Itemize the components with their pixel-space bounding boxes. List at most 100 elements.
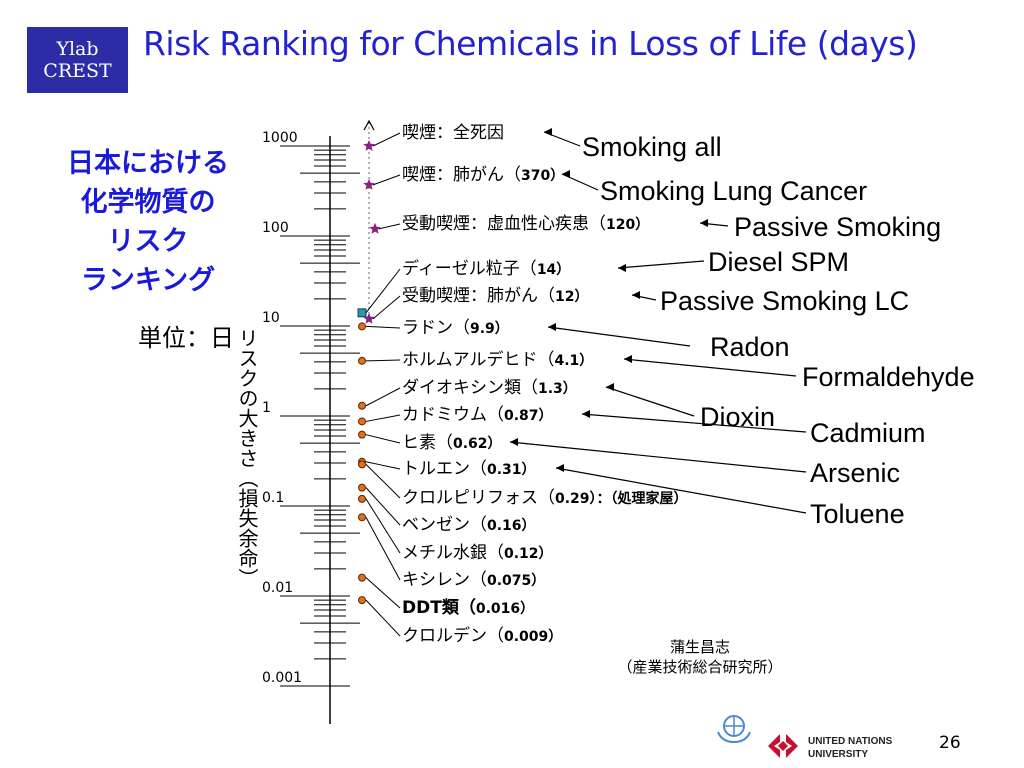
category-label: ホルムアルデヒド（4.1） xyxy=(402,349,593,370)
jp-heading-line: 日本における xyxy=(67,148,229,179)
category-value: 4.1） xyxy=(555,353,594,369)
category-value: 0.075） xyxy=(487,573,545,589)
label-leader xyxy=(365,577,401,609)
category-name: カドミウム（ xyxy=(402,405,504,425)
unu-wordmark: UNITED NATIONS UNIVERSITY xyxy=(808,735,892,761)
dot-marker xyxy=(358,430,366,439)
category-name: ヒ素（ xyxy=(402,433,453,453)
category-value: 0.29）：（処理家屋） xyxy=(555,490,688,507)
arrowhead-icon xyxy=(544,128,552,136)
category-name: 喫煙：全死因 xyxy=(402,123,504,143)
english-label: Passive Smoking xyxy=(734,212,941,242)
page-number: 26 xyxy=(939,733,961,753)
category-label: クロルデン（0.009） xyxy=(402,625,562,646)
category-value: 0.016） xyxy=(476,601,534,617)
category-value: 370） xyxy=(521,168,564,184)
label-leader xyxy=(365,359,401,362)
english-label: Arsenic xyxy=(810,458,900,488)
category-label: クロルピリフォス（0.29）：（処理家屋） xyxy=(402,488,688,508)
arrowhead-icon xyxy=(632,291,640,299)
english-arrow xyxy=(555,467,807,514)
label-leader xyxy=(365,461,401,470)
english-label: Passive Smoking LC xyxy=(660,286,909,316)
unit-label: 単位：日 xyxy=(138,324,234,352)
tick-label: 1 xyxy=(262,400,271,416)
dot-marker xyxy=(358,356,366,365)
category-label: 喫煙：全死因 xyxy=(402,123,504,143)
category-name: ホルムアルデヒド（ xyxy=(402,349,555,370)
category-label: カドミウム（0.87） xyxy=(402,405,553,425)
arrowhead-icon xyxy=(624,355,632,363)
category-value: 14） xyxy=(537,262,570,278)
english-arrow xyxy=(509,441,807,473)
category-name: キシレン（ xyxy=(402,570,487,590)
dot-marker xyxy=(358,417,366,426)
label-leader xyxy=(372,174,401,186)
unu-logo-icon xyxy=(768,734,798,758)
label-leader xyxy=(365,517,401,581)
label-leader xyxy=(365,599,401,637)
category-name: 受動喫煙：肺がん（ xyxy=(402,286,555,306)
category-value: 9.9） xyxy=(470,321,509,337)
category-label: DDT類（0.016） xyxy=(402,597,534,618)
square-marker xyxy=(357,308,367,318)
category-value: 0.31） xyxy=(487,462,536,478)
arrow-up-icon xyxy=(363,119,375,131)
english-label: Radon xyxy=(710,332,790,362)
english-labels: Smoking all Smoking Lung Cancer Passive Sm… xyxy=(509,128,975,529)
star-marker xyxy=(363,178,375,190)
category-value: 0.87） xyxy=(504,408,553,424)
dot-marker xyxy=(358,573,366,582)
tick-label: 0.1 xyxy=(262,490,284,506)
category-name: ディーゼル粒子（ xyxy=(402,258,537,279)
tick-label: 100 xyxy=(262,220,289,236)
credit-affiliation: （産業技術総合研究所） xyxy=(617,658,782,676)
label-leader xyxy=(372,295,401,320)
arrowhead-icon xyxy=(510,438,518,446)
english-label: Formaldehyde xyxy=(802,362,975,392)
category-value: 12） xyxy=(555,289,588,305)
english-arrow xyxy=(623,358,797,377)
category-label: キシレン（0.075） xyxy=(402,570,545,590)
category-label: 喫煙：肺がん（370） xyxy=(402,165,564,185)
category-name: クロルピリフォス（ xyxy=(402,488,555,508)
logo-line-1: Ylab xyxy=(56,38,99,60)
jp-heading-line: リスク xyxy=(107,226,189,257)
label-leader xyxy=(365,498,401,554)
dot-marker xyxy=(358,513,366,522)
tick-label: 0.01 xyxy=(262,580,293,596)
category-label: メチル水銀（0.12） xyxy=(402,543,553,563)
arrowhead-icon xyxy=(700,219,708,227)
label-leader xyxy=(365,268,401,314)
category-label: ディーゼル粒子（14） xyxy=(402,258,570,279)
arrowhead-icon xyxy=(606,383,614,391)
dot-marker xyxy=(358,483,366,492)
arrowhead-icon xyxy=(618,264,626,272)
category-name: DDT類（ xyxy=(402,597,476,618)
category-label: ベンゼン（0.16） xyxy=(402,515,536,535)
label-leader xyxy=(365,434,401,444)
ylab-crest-logo: Ylab CREST xyxy=(27,27,128,93)
category-name: クロルデン（ xyxy=(402,625,504,646)
english-arrow xyxy=(605,386,695,417)
category-value: 0.62） xyxy=(453,436,502,452)
category-value: 1.3） xyxy=(538,381,577,397)
category-name: 喫煙：肺がん（ xyxy=(402,165,521,185)
english-label: Smoking Lung Cancer xyxy=(600,176,867,206)
arrowhead-icon xyxy=(582,410,590,418)
category-name: メチル水銀（ xyxy=(402,543,504,563)
tick-label: 10 xyxy=(262,310,280,326)
label-leader xyxy=(365,414,401,422)
star-marker xyxy=(363,140,375,151)
star-marker xyxy=(363,312,375,324)
logo-line-2: CREST xyxy=(43,60,112,82)
slide-title: Risk Ranking for Chemicals in Loss of Li… xyxy=(143,24,918,63)
label-leader xyxy=(365,325,401,329)
label-leader xyxy=(365,487,401,526)
english-arrow xyxy=(617,260,705,269)
dot-marker xyxy=(358,322,366,331)
tick-label: 0.001 xyxy=(262,670,302,686)
credit-name: 蒲生昌志 xyxy=(670,638,730,656)
label-leader xyxy=(365,464,401,499)
